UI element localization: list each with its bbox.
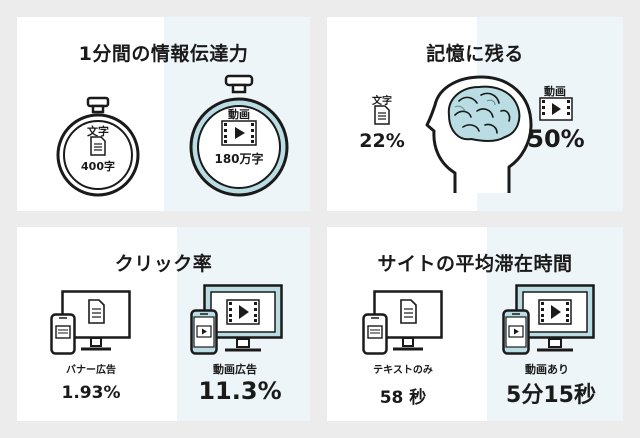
document-icon [374,105,390,125]
panel-title: 記憶に残る [426,43,524,65]
text-label: テキストのみ [373,365,433,376]
smartphone-icon [190,309,218,355]
smartphone-icon [362,313,388,355]
text-label: 文字 [372,96,392,107]
text-value: 22% [359,130,405,152]
text-value: 400字 [81,160,115,173]
panel-title: クリック率 [114,253,213,275]
video-value: 5分15秒 [506,383,596,408]
video-value: 11.3% [198,377,282,405]
text-value: 1.93% [61,383,121,403]
video-value: 50% [527,125,585,153]
panel-memory: 記憶に残る 文字 22% 動画 50% [327,17,623,211]
panel-click-rate: クリック率 バナー広告 1.93% 動画広告 [17,227,310,421]
stopwatch-icon [189,74,289,197]
video-label: 動画あり [525,363,569,376]
panel-stay-time: サイトの平均滞在時間 テキストのみ 58 秒 [327,227,623,421]
video-label: 動画 [544,85,566,98]
panel-title: サイトの平均滞在時間 [377,253,573,275]
video-icon [539,97,573,121]
text-label: 文字 [87,125,109,138]
video-label: 動画 [228,108,250,121]
smartphone-icon [50,313,76,355]
panel-title: 1分間の情報伝達力 [78,43,249,65]
text-label: バナー広告 [66,365,116,376]
stopwatch-icon [56,96,140,197]
text-value: 58 秒 [379,388,427,408]
monitor-icon [515,284,595,352]
document-icon [90,136,106,156]
smartphone-icon [502,309,530,355]
video-icon [221,120,257,146]
video-label: 動画広告 [213,363,257,376]
panel-info-transfer: 1分間の情報伝達力 文字 400字 動画 180万字 [17,17,310,211]
video-value: 180万字 [214,152,264,166]
head-brain-icon [425,75,533,193]
